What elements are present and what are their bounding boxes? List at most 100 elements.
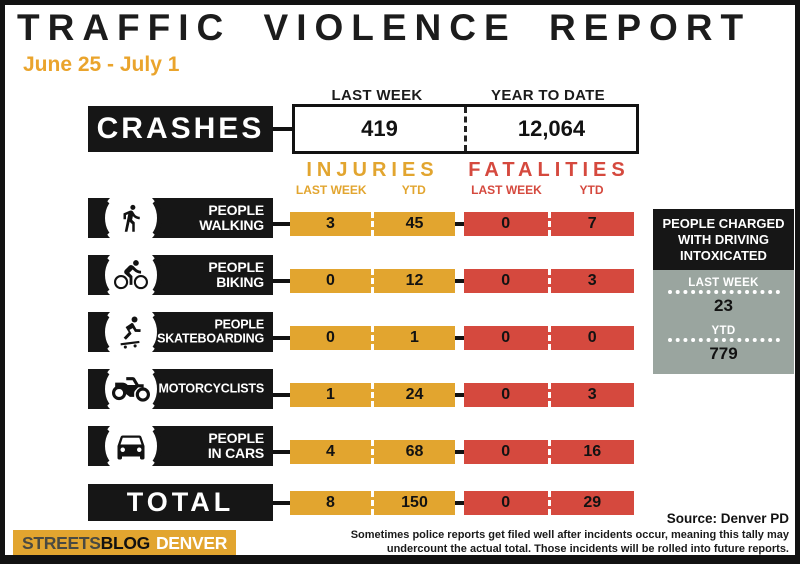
dui-panel: PEOPLE CHARGED WITH DRIVING INTOXICATED … bbox=[653, 209, 794, 374]
page-title: TRAFFIC VIOLENCE REPORT bbox=[17, 7, 752, 48]
injuries-values: 0 12 bbox=[290, 269, 455, 293]
right-paren-decoration bbox=[128, 194, 162, 242]
connector-line bbox=[455, 501, 464, 505]
injuries-last-week-value: 4 bbox=[326, 443, 335, 460]
skateboard-icon bbox=[100, 303, 162, 361]
right-paren-decoration bbox=[128, 422, 162, 470]
row-label-text: PEOPLE IN CARS bbox=[207, 429, 264, 461]
connector-line bbox=[455, 336, 464, 340]
left-paren-decoration bbox=[100, 422, 134, 470]
disclaimer-text: Sometimes police reports get filed well … bbox=[350, 529, 789, 556]
injuries-ytd-value: 1 bbox=[371, 326, 455, 350]
connector-line bbox=[455, 279, 464, 283]
dotted-divider bbox=[667, 337, 780, 342]
connector-line bbox=[273, 127, 292, 131]
injuries-subheaders: LAST WEEK YTD bbox=[290, 183, 455, 197]
fatalities-column-title: FATALITIES bbox=[468, 159, 630, 181]
logo-blog: BLOG bbox=[100, 532, 151, 553]
injuries-values: 4 68 bbox=[290, 440, 455, 464]
total-injuries-values: 8 150 bbox=[290, 491, 455, 515]
fatalities-values: 0 0 bbox=[464, 326, 634, 350]
row-label-text: PEOPLE WALKING bbox=[199, 201, 264, 233]
injuries-last-week-header: LAST WEEK bbox=[295, 183, 367, 197]
connector-line bbox=[273, 336, 290, 340]
logo-denver: DENVER bbox=[155, 532, 228, 553]
injuries-ytd-header: YTD bbox=[401, 183, 426, 197]
fatalities-last-week-header: LAST WEEK bbox=[471, 183, 542, 197]
row-label-text: MOTORCYCLISTS bbox=[158, 381, 264, 396]
dui-ytd-label: YTD bbox=[711, 324, 736, 337]
connector-line bbox=[273, 393, 290, 397]
row-label-text: PEOPLE BIKING bbox=[208, 258, 264, 290]
crashes-values: 419 12,064 bbox=[292, 104, 639, 154]
date-range: June 25 - July 1 bbox=[23, 53, 180, 76]
table-row-people-biking: PEOPLE BIKING 0 12 0 3 bbox=[5, 246, 795, 304]
total-injuries-last-week-value: 8 bbox=[326, 494, 335, 511]
crashes-last-week-value: 419 bbox=[361, 116, 398, 141]
total-injuries-ytd-value: 150 bbox=[371, 491, 455, 515]
injuries-ytd-value: 12 bbox=[371, 269, 455, 293]
connector-line bbox=[273, 501, 290, 505]
injuries-last-week-value: 0 bbox=[326, 329, 335, 346]
connector-line bbox=[455, 222, 464, 226]
fatalities-values: 0 7 bbox=[464, 212, 634, 236]
row-label: PEOPLE BIKING bbox=[88, 246, 273, 304]
fatalities-ytd-value: 16 bbox=[547, 440, 635, 464]
streetsblog-denver-logo: STREETS BLOG DENVER bbox=[13, 530, 237, 555]
row-label: PEOPLE SKATEBOARDING bbox=[88, 303, 273, 361]
row-label: PEOPLE WALKING bbox=[88, 189, 273, 247]
total-label: TOTAL bbox=[88, 484, 273, 521]
row-label: MOTORCYCLISTS bbox=[88, 360, 273, 418]
car-icon bbox=[100, 417, 162, 475]
injuries-values: 1 24 bbox=[290, 383, 455, 407]
car-icon-glyph bbox=[117, 435, 145, 460]
source-credit: Source: Denver PD bbox=[666, 511, 789, 526]
left-paren-decoration bbox=[100, 308, 134, 356]
bicycle-icon bbox=[100, 246, 162, 304]
connector-line bbox=[455, 393, 464, 397]
crashes-last-week-header: LAST WEEK bbox=[331, 87, 423, 104]
walking-icon-glyph bbox=[123, 204, 140, 232]
fatalities-last-week-value: 0 bbox=[501, 272, 511, 289]
right-paren-decoration bbox=[128, 308, 162, 356]
bicycle-icon-glyph bbox=[114, 260, 148, 290]
injuries-column-title: INJURIES bbox=[306, 159, 439, 181]
fatalities-ytd-value: 3 bbox=[547, 383, 635, 407]
injuries-last-week-value: 3 bbox=[326, 215, 335, 232]
dui-last-week-value: 23 bbox=[714, 295, 733, 315]
left-paren-decoration bbox=[100, 365, 134, 413]
table-row-people-skateboarding: PEOPLE SKATEBOARDING 0 1 0 0 bbox=[5, 303, 795, 361]
fatalities-values: 0 3 bbox=[464, 383, 634, 407]
dui-ytd-value: 779 bbox=[709, 343, 738, 363]
fatalities-values: 0 16 bbox=[464, 440, 634, 464]
fatalities-last-week-value: 0 bbox=[501, 329, 511, 346]
crashes-year-to-date-header: YEAR TO DATE bbox=[491, 87, 605, 104]
dui-last-week-label: LAST WEEK bbox=[688, 276, 759, 289]
walking-icon bbox=[100, 189, 162, 247]
fatalities-ytd-value: 3 bbox=[547, 269, 635, 293]
injuries-values: 0 1 bbox=[290, 326, 455, 350]
injuries-values: 3 45 bbox=[290, 212, 455, 236]
total-fatalities-values: 0 29 bbox=[464, 491, 634, 515]
right-paren-decoration bbox=[128, 365, 162, 413]
total-fatalities-last-week-value: 0 bbox=[501, 494, 511, 511]
table-row-people-in-cars: PEOPLE IN CARS 4 68 0 16 bbox=[5, 417, 795, 475]
fatalities-ytd-header: YTD bbox=[579, 183, 604, 197]
skateboard-icon-glyph bbox=[120, 316, 141, 349]
fatalities-ytd-value: 0 bbox=[547, 326, 635, 350]
fatalities-values: 0 3 bbox=[464, 269, 634, 293]
fatalities-last-week-value: 0 bbox=[501, 443, 511, 460]
connector-line bbox=[455, 450, 464, 454]
fatalities-ytd-value: 7 bbox=[547, 212, 635, 236]
fatalities-last-week-value: 0 bbox=[501, 215, 511, 232]
injuries-last-week-value: 0 bbox=[326, 272, 335, 289]
crashes-ytd-value: 12,064 bbox=[464, 107, 636, 151]
crashes-label: CRASHES bbox=[88, 106, 273, 152]
total-fatalities-ytd-value: 29 bbox=[547, 491, 635, 515]
right-paren-decoration bbox=[128, 251, 162, 299]
injuries-last-week-value: 1 bbox=[326, 386, 335, 403]
motorcycle-icon-glyph bbox=[112, 377, 150, 402]
connector-line bbox=[273, 222, 290, 226]
table-row-people-walking: PEOPLE WALKING 3 45 0 7 bbox=[5, 189, 795, 247]
